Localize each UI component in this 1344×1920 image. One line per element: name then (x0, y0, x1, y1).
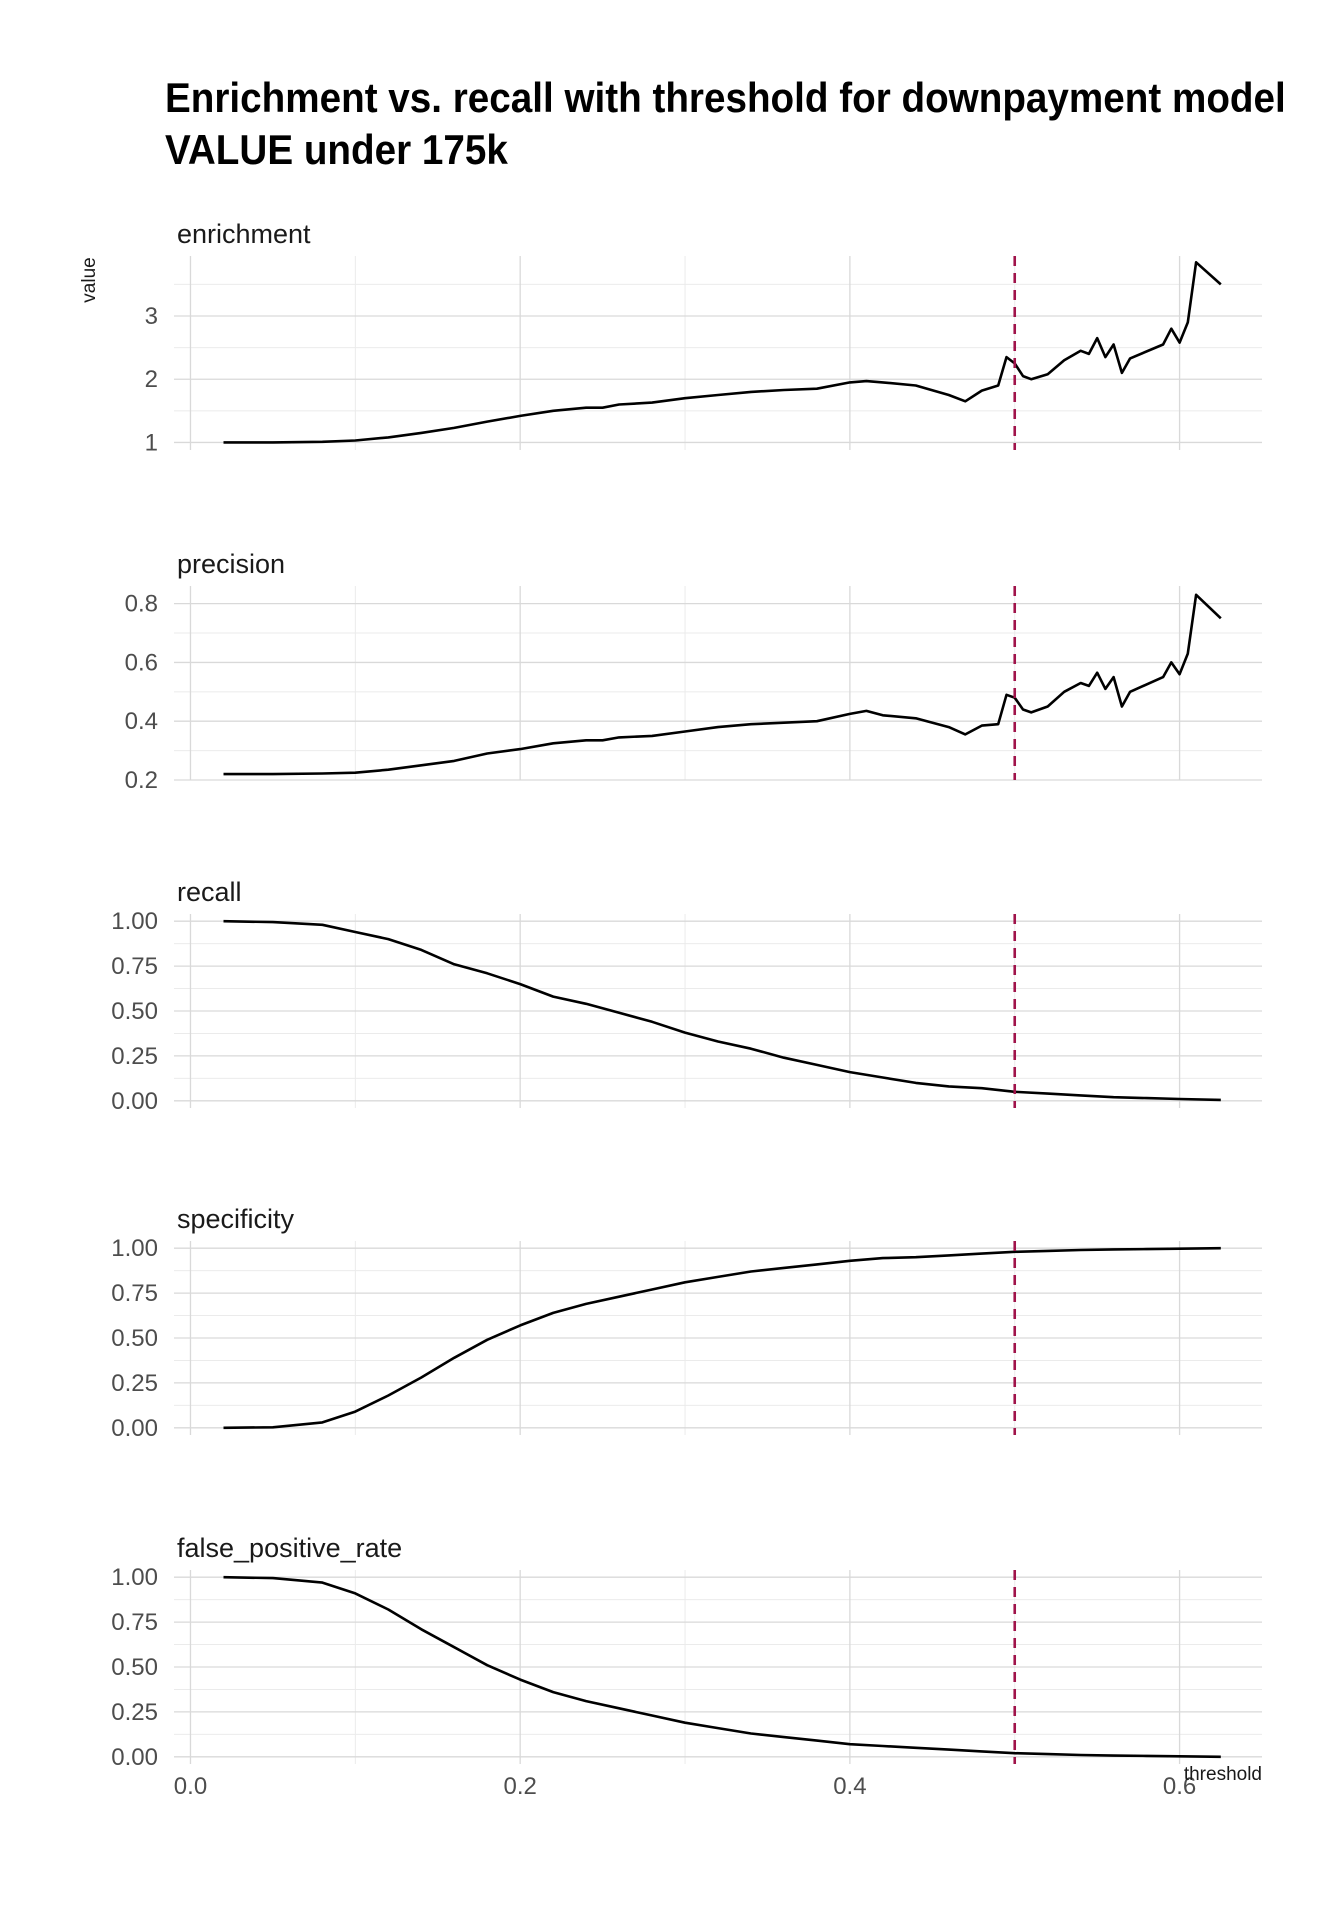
x-axis: 0.0 0.2 0.4 0.6 (174, 1773, 1196, 1800)
y-tick-label: 0.50 (111, 1325, 158, 1352)
y-tick-label: 0.25 (111, 1043, 158, 1070)
x-tick-label: 0.0 (174, 1773, 207, 1800)
series-line-recall (223, 919, 1221, 1102)
y-tick-label: 0.75 (111, 1609, 158, 1636)
chart-title: Enrichment vs. recall with threshold for… (165, 72, 1286, 176)
panel-precision: 0.2 0.4 0.6 0.8 precision (125, 549, 1262, 794)
y-tick-label: 2 (145, 366, 158, 393)
x-tick-label: 0.6 (1163, 1773, 1196, 1800)
y-tick-label: 0.8 (125, 591, 158, 618)
y-tick-label: 0.00 (111, 1744, 158, 1771)
series-line-enrichment (223, 260, 1222, 444)
panel-label: enrichment (177, 219, 311, 249)
y-tick-label: 0.25 (111, 1699, 158, 1726)
y-tick-label: 0.6 (125, 649, 158, 676)
panel-label: precision (177, 549, 285, 579)
y-tick-label: 3 (145, 303, 158, 330)
series-line-false-positive-rate (223, 1575, 1221, 1759)
chart-subtitle-line: VALUE under 175k (165, 126, 508, 173)
y-tick-label: 1.00 (111, 1235, 158, 1262)
y-tick-label: 0.25 (111, 1370, 158, 1397)
y-tick-label: 1.00 (111, 908, 158, 935)
x-tick-label: 0.4 (833, 1773, 866, 1800)
panel-enrichment: 1 2 3 enrichment (145, 219, 1262, 456)
chart-title-line: Enrichment vs. recall with threshold for… (165, 74, 1286, 121)
y-tick-label: 0.75 (111, 1280, 158, 1307)
panel-label: recall (177, 877, 242, 907)
series-line-specificity (223, 1246, 1221, 1430)
x-tick-label: 0.2 (503, 1773, 536, 1800)
y-tick-label: 0.75 (111, 953, 158, 980)
x-axis-title: threshold (1184, 1764, 1262, 1785)
chart-panels: 123enrichment0.20.40.60.8precision0.000.… (111, 219, 1262, 1771)
y-tick-label: 1.00 (111, 1564, 158, 1591)
y-tick-label: 0.00 (111, 1088, 158, 1115)
y-tick-label: 0.4 (125, 708, 158, 735)
panel-label: specificity (177, 1204, 295, 1234)
y-tick-label: 0.2 (125, 767, 158, 794)
panel-label: false_positive_rate (177, 1533, 402, 1563)
y-tick-label: 0.50 (111, 998, 158, 1025)
y-tick-label: 0.00 (111, 1415, 158, 1442)
panel-false-positive-rate: 0.00 0.25 0.50 0.75 1.00 false_positive_rate (111, 1533, 1262, 1771)
y-tick-label: 1 (145, 429, 158, 456)
y-axis-title: value (79, 257, 100, 302)
y-tick-label: 0.50 (111, 1654, 158, 1681)
panel-specificity: 0.00 0.25 0.50 0.75 1.00 specificity (111, 1204, 1262, 1442)
series-line-precision (223, 593, 1222, 776)
panel-recall: 0.00 0.25 0.50 0.75 1.00 recall (111, 877, 1262, 1115)
